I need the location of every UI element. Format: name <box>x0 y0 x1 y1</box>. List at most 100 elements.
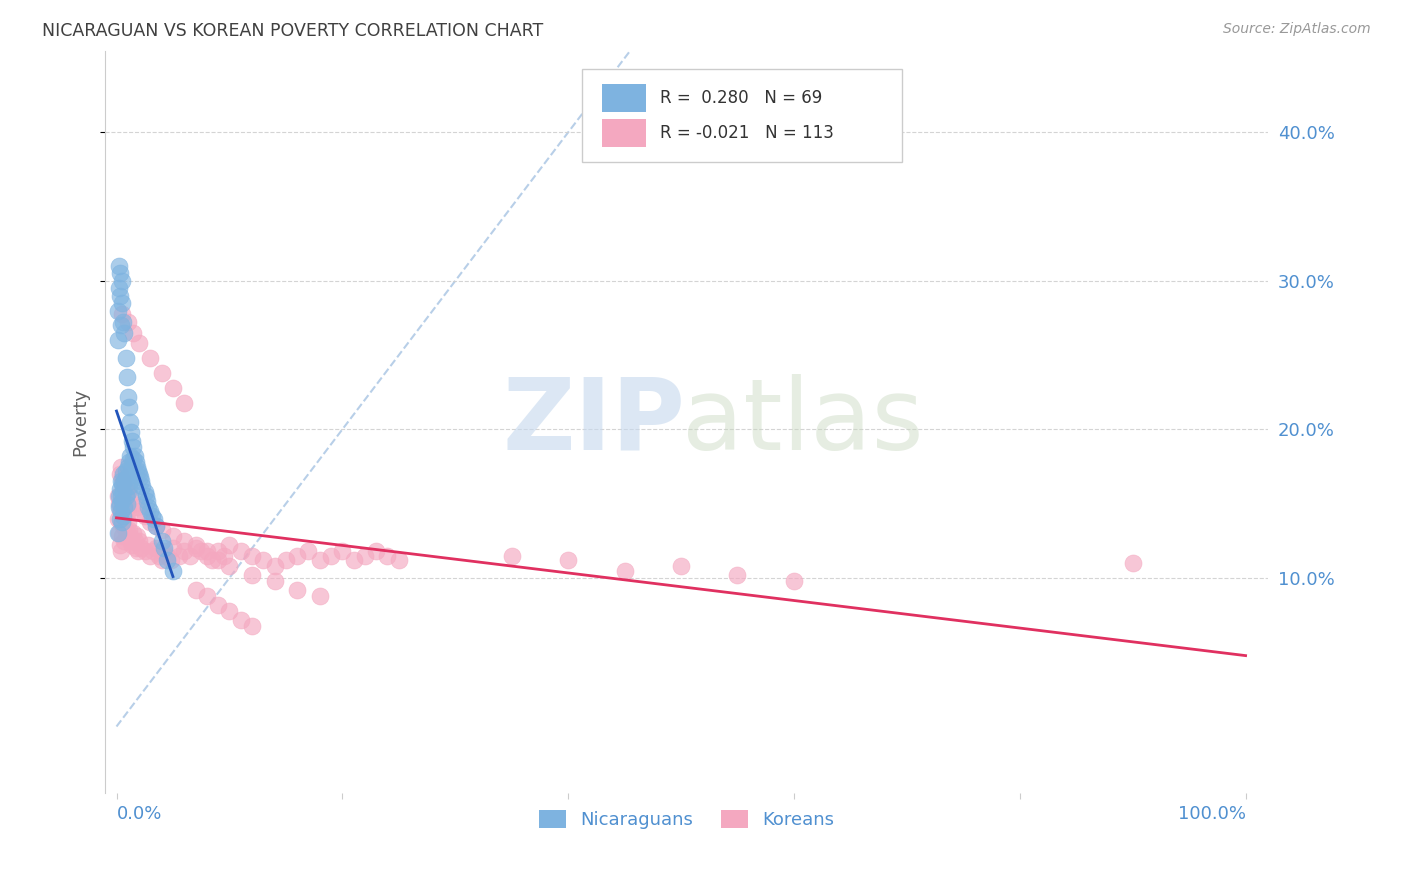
Point <box>128 504 150 518</box>
Point <box>107 281 129 295</box>
Point <box>107 303 129 318</box>
Point <box>240 618 263 632</box>
Point <box>107 489 129 503</box>
Point <box>107 489 129 503</box>
Point <box>388 553 411 567</box>
Point <box>110 475 132 489</box>
Point <box>125 541 148 556</box>
Point <box>150 533 173 548</box>
Point <box>114 484 136 499</box>
Point <box>110 504 132 518</box>
Point <box>145 519 167 533</box>
Point <box>118 489 141 503</box>
Point <box>127 464 149 478</box>
Point <box>139 515 162 529</box>
Point <box>229 613 252 627</box>
Point <box>108 511 131 525</box>
Point <box>121 434 143 449</box>
Point <box>212 549 235 563</box>
Point <box>114 464 136 478</box>
Point <box>330 544 353 558</box>
Point <box>111 529 134 543</box>
Point <box>354 549 377 563</box>
Point <box>125 455 148 469</box>
Point <box>153 544 176 558</box>
Point <box>343 553 366 567</box>
Point <box>107 526 129 541</box>
Point <box>111 477 134 491</box>
Point <box>117 484 139 499</box>
FancyBboxPatch shape <box>602 119 645 147</box>
Point <box>240 549 263 563</box>
Point <box>112 493 135 508</box>
Point <box>557 553 579 567</box>
Point <box>118 479 141 493</box>
Point <box>207 553 229 567</box>
Point <box>112 475 135 489</box>
Point <box>110 544 132 558</box>
Point <box>107 259 129 273</box>
Point <box>162 541 184 556</box>
Point <box>117 390 139 404</box>
Text: ZIP: ZIP <box>502 374 685 470</box>
Point <box>195 549 218 563</box>
Point <box>114 489 136 503</box>
Point <box>240 568 263 582</box>
Point <box>120 467 142 481</box>
Point <box>184 582 207 597</box>
Point <box>285 582 308 597</box>
Point <box>173 533 195 548</box>
Point <box>117 504 139 518</box>
Point <box>111 274 134 288</box>
Point <box>218 559 240 574</box>
Point <box>112 500 135 514</box>
Point <box>135 489 157 503</box>
Point <box>110 318 132 333</box>
Text: 0.0%: 0.0% <box>117 805 162 823</box>
Point <box>297 544 319 558</box>
Point <box>127 544 149 558</box>
Point <box>111 500 134 514</box>
Point <box>131 541 153 556</box>
Point <box>125 459 148 474</box>
Point <box>122 526 145 541</box>
Point <box>131 479 153 493</box>
Point <box>218 538 240 552</box>
Point <box>120 425 142 440</box>
Point <box>218 604 240 618</box>
Point <box>263 559 285 574</box>
Point <box>107 334 129 348</box>
Point <box>195 544 218 558</box>
Point <box>128 467 150 481</box>
Point <box>115 497 138 511</box>
Point <box>145 519 167 533</box>
Point <box>156 553 179 567</box>
Point <box>118 400 141 414</box>
Point <box>145 541 167 556</box>
Point <box>173 395 195 409</box>
Point <box>141 508 163 523</box>
Point <box>114 524 136 538</box>
Text: atlas: atlas <box>682 374 924 470</box>
Text: 100.0%: 100.0% <box>1178 805 1246 823</box>
Point <box>108 482 131 496</box>
Point <box>136 493 159 508</box>
Point <box>124 533 146 548</box>
Point <box>136 538 159 552</box>
Point <box>118 415 141 429</box>
Point <box>128 336 150 351</box>
Point <box>501 549 523 563</box>
Point <box>110 515 132 529</box>
Point <box>121 538 143 552</box>
Point <box>118 529 141 543</box>
Point <box>111 515 134 529</box>
Point <box>108 504 131 518</box>
Point <box>134 544 156 558</box>
Point <box>159 553 181 567</box>
Point <box>107 497 129 511</box>
Point <box>115 529 138 543</box>
Point <box>134 484 156 499</box>
Point <box>107 526 129 541</box>
Point <box>118 455 141 469</box>
Point <box>112 326 135 340</box>
